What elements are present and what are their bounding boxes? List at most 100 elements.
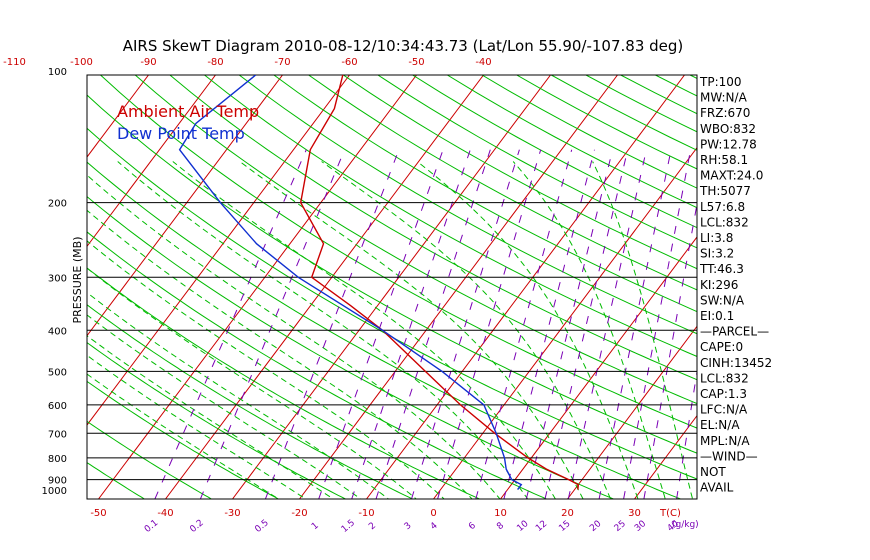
mixing-ratio-line xyxy=(525,149,614,499)
dry-adiabat xyxy=(343,75,697,270)
mixing-ratio-line xyxy=(567,149,647,499)
mixing-ratio-tick-label: 30 xyxy=(633,519,648,534)
mixing-ratio-tick-label: 1.5 xyxy=(340,518,357,535)
index-item: TH:5077 xyxy=(699,184,751,198)
series-layer xyxy=(178,75,580,491)
index-item: LCL:832 xyxy=(700,371,749,385)
pressure-tick-label: 800 xyxy=(48,454,67,465)
mixing-ratio-line xyxy=(318,149,444,499)
index-item: MAXT:24.0 xyxy=(700,169,763,183)
index-item: SI:3.2 xyxy=(700,247,734,261)
dry-adiabat xyxy=(87,380,280,499)
pressure-tick-label: 400 xyxy=(48,326,67,337)
bottom-temp-unit-label: T(C) xyxy=(659,508,681,519)
isotherm-line xyxy=(0,75,15,499)
isotherm-line xyxy=(87,75,216,248)
mixing-ratio-line xyxy=(411,149,520,499)
index-item: EI:0.1 xyxy=(700,309,734,323)
isotherm-line xyxy=(87,75,283,337)
dry-adiabat xyxy=(87,267,481,499)
index-item: CAP:1.3 xyxy=(700,387,747,401)
index-item: —PARCEL— xyxy=(700,325,769,339)
isotherm-line xyxy=(769,75,870,499)
dry-adiabat xyxy=(87,94,697,454)
index-item: EL:N/A xyxy=(700,418,740,432)
bottom-temp-tick-label: 20 xyxy=(561,508,574,519)
top-temp-tick-label: -70 xyxy=(274,57,290,68)
isotherm-line xyxy=(87,75,350,426)
legend-ambient-temp: Ambient Air Temp xyxy=(117,102,259,121)
dry-adiabat xyxy=(87,127,697,480)
dry-adiabat xyxy=(87,304,414,499)
index-item: WBO:832 xyxy=(700,122,756,136)
index-item: MPL:N/A xyxy=(700,434,750,448)
mixing-ratio-tick-label: 0.5 xyxy=(253,518,270,535)
isotherm-line xyxy=(567,325,697,499)
bottom-temp-tick-label: -10 xyxy=(358,508,374,519)
moist-adiabat xyxy=(592,161,694,499)
moist-adiabat xyxy=(239,161,584,499)
mixing-ratio-tick-label: 12 xyxy=(534,519,549,534)
mixing-ratio-line xyxy=(264,149,400,499)
mixing-ratio-tick-label: 20 xyxy=(588,519,603,534)
top-temp-tick-label: -60 xyxy=(341,57,357,68)
dry-adiabat xyxy=(447,75,697,209)
dew-point-line xyxy=(178,75,523,491)
mixing-ratio-unit-label: (g/kg) xyxy=(672,520,699,530)
isotherm-line xyxy=(634,414,697,499)
mixing-ratio-tick-label: 6 xyxy=(467,521,478,533)
mixing-ratio-line xyxy=(676,368,697,499)
mixing-ratio-tick-label: 3 xyxy=(403,521,414,532)
mixing-ratio-tick-label: 0.1 xyxy=(143,518,160,535)
mixing-ratio-lines xyxy=(154,149,697,499)
index-item: CAPE:0 xyxy=(700,340,743,354)
index-item: RH:58.1 xyxy=(700,153,748,167)
index-item: SW:N/A xyxy=(700,293,745,307)
mixing-ratio-tick-label: 8 xyxy=(495,521,506,533)
dry-adiabat xyxy=(655,75,697,97)
index-item: TP:100 xyxy=(699,75,742,89)
mixing-ratio-line xyxy=(375,149,491,499)
mixing-ratio-tick-label: 15 xyxy=(557,519,572,534)
mixing-ratio-tick-label: 25 xyxy=(613,519,628,534)
dry-adiabat xyxy=(238,75,697,335)
isotherms xyxy=(0,75,870,499)
isotherm-line xyxy=(87,75,149,158)
ambient-temp-line xyxy=(299,75,580,490)
y-axis-label: PRESSURE (MB) xyxy=(71,237,84,324)
pressure-tick-label: 900 xyxy=(48,476,67,487)
mixing-ratio-tick-label: 1 xyxy=(310,521,321,532)
top-temp-tick-label: -40 xyxy=(475,57,491,68)
dry-adiabat xyxy=(87,341,347,499)
bottom-temp-tick-label: 0 xyxy=(430,508,436,519)
isobars xyxy=(87,202,697,481)
isotherm-line xyxy=(232,75,551,499)
moist-adiabat xyxy=(87,373,280,499)
mixing-ratio-tick-label: 4 xyxy=(429,521,440,533)
pressure-tick-label: 200 xyxy=(48,199,67,210)
isotherm-line xyxy=(299,75,618,499)
mixing-ratio-line xyxy=(199,149,346,499)
dry-adiabat xyxy=(134,75,697,405)
mixing-ratio-line xyxy=(544,149,629,499)
pressure-tick-label: 1000 xyxy=(42,486,67,497)
mixing-ratio-line xyxy=(623,149,692,499)
dry-adiabat xyxy=(516,75,697,170)
index-item: LCL:832 xyxy=(700,215,749,229)
dry-adiabat xyxy=(87,231,548,499)
moist-adiabat xyxy=(87,240,445,499)
index-item: KI:296 xyxy=(700,278,738,292)
isotherm-line xyxy=(366,75,685,499)
moist-adiabat xyxy=(87,314,362,499)
pressure-tick-label: 100 xyxy=(48,67,67,78)
bottom-temp-tick-label: -30 xyxy=(224,508,240,519)
legend-dew-point: Dew Point Temp xyxy=(117,124,245,143)
dry-adiabat xyxy=(169,75,697,381)
index-item: NOT xyxy=(700,465,726,479)
index-item: MW:N/A xyxy=(700,91,748,105)
dry-adiabat xyxy=(87,420,213,499)
bottom-temp-tick-label: -50 xyxy=(90,508,106,519)
